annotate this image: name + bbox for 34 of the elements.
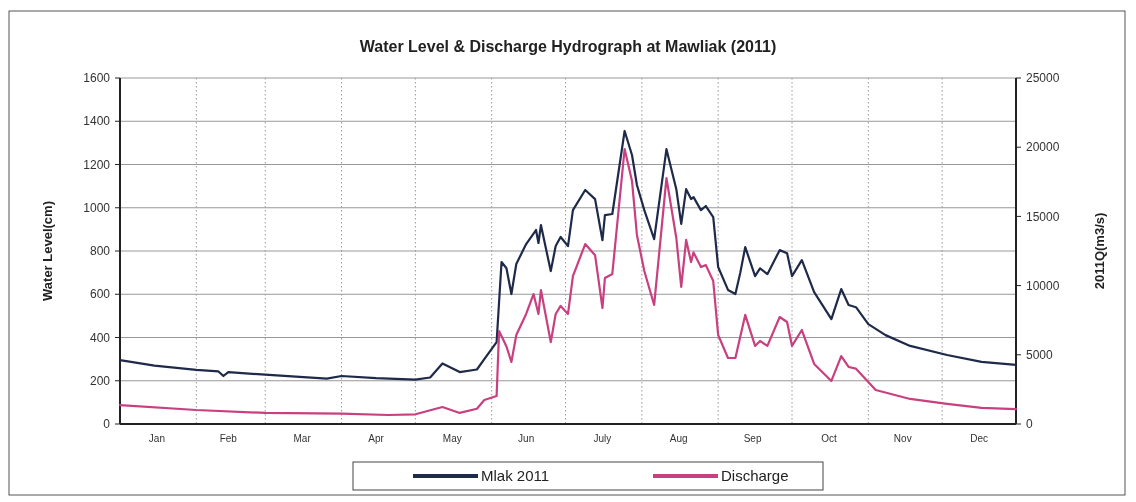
y-tick-label: 1200 [83, 157, 111, 172]
legend-label: Discharge [721, 467, 789, 485]
x-tick-label: July [593, 433, 612, 444]
x-tick-label: May [442, 433, 462, 444]
y2-tick-label: 20000 [1026, 140, 1060, 155]
y2-tick-label: 0 [1026, 417, 1033, 432]
x-tick-label: Jun [518, 433, 535, 444]
x-tick-label: Nov [893, 433, 912, 444]
x-tick-label: Dec [970, 433, 988, 444]
legend-label: Mlak 2011 [481, 467, 550, 485]
x-tick-label: Aug [669, 433, 688, 444]
y-tick-label: 400 [89, 330, 111, 345]
y-tick-label: 0 [103, 417, 111, 432]
x-tick-label: Mar [293, 433, 312, 444]
x-tick-label: Jan [148, 433, 165, 444]
x-tick-label: Apr [368, 433, 385, 444]
y-axis-title: Water Level(cm) [40, 201, 55, 301]
line-series [118, 129, 1018, 381]
y-tick-label: 600 [89, 287, 111, 302]
y2-tick-label: 5000 [1026, 348, 1054, 362]
x-tick-label: Oct [821, 433, 837, 444]
x-tick-label: Sep [743, 433, 762, 444]
x-tick-label: Feb [219, 433, 238, 444]
y2-tick-label: 10000 [1026, 278, 1060, 293]
chart-title: Water Level & Discharge Hydrograph at Mawliak (2011) [359, 38, 777, 55]
y-tick-label: 800 [89, 244, 111, 259]
y2-tick-label: 25000 [1026, 71, 1060, 86]
y2-tick-label: 15000 [1026, 209, 1060, 224]
y2-axis-title: 2011Q(m3/s) [1092, 212, 1107, 290]
y-tick-label: 1000 [83, 200, 111, 215]
line-series [118, 147, 1018, 417]
y-tick-label: 200 [89, 373, 111, 388]
y-tick-label: 1400 [83, 114, 111, 129]
y-tick-label: 1600 [83, 71, 111, 86]
